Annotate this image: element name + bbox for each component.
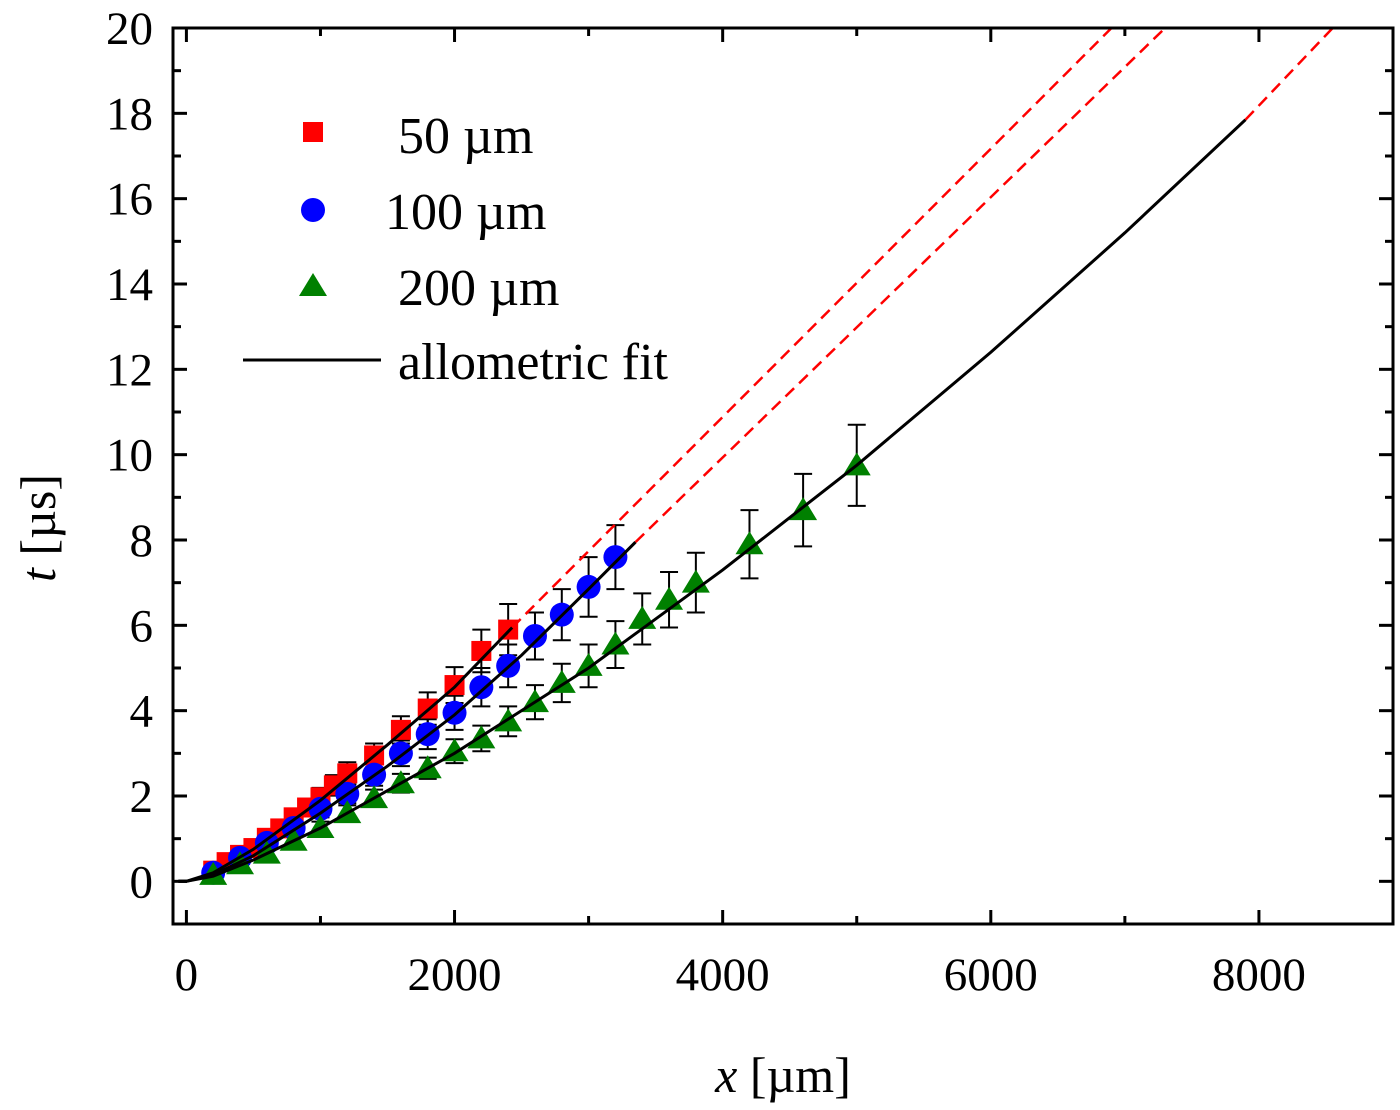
x-tick-label: 6000 (944, 949, 1038, 1001)
legend-label-50um: 50 µm (398, 108, 533, 165)
y-tick-label: 14 (106, 259, 153, 311)
data-point-square (337, 763, 358, 784)
legend-marker-circle (301, 198, 325, 222)
plot-area (178, 27, 1334, 885)
data-point-triangle (628, 605, 657, 629)
fit-extrapolation-dashed (511, 27, 1113, 629)
data-point-circle (603, 545, 628, 570)
y-tick-label: 2 (130, 771, 154, 823)
y-tick-label: 16 (106, 174, 153, 226)
plot-frame (171, 26, 1395, 926)
data-point-triangle (574, 652, 603, 676)
fit-line (178, 541, 637, 883)
y-tick-label: 10 (106, 430, 153, 482)
data-point-triangle (547, 669, 576, 693)
data-point-circle (522, 624, 547, 648)
data-point-triangle (735, 531, 764, 555)
fit-extrapolation-dashed (1244, 27, 1334, 121)
legend-marker-square (303, 122, 323, 142)
legend-label-fit: allometric fit (398, 334, 669, 391)
x-tick-label: 2000 (408, 949, 502, 1001)
data-point-circle (308, 796, 333, 821)
data-point-circle (469, 675, 494, 700)
fit-extrapolation-dashed (634, 27, 1166, 543)
data-point-triangle (681, 569, 710, 593)
legend-label-200um: 200 µm (398, 260, 559, 317)
data-point-square (390, 719, 411, 740)
data-point-triangle (440, 738, 469, 762)
data-point-triangle (655, 586, 684, 610)
legend-label-100um: 100 µm (385, 184, 546, 241)
y-tick-label: 18 (106, 88, 153, 140)
y-tick-label: 20 (106, 3, 153, 55)
y-tick-label: 0 (130, 856, 154, 908)
axis-ticks: 0 2000 4000 6000 8000 0 2 4 6 8 10 12 14 16 18 20 (106, 3, 1395, 1001)
x-tick-label: 4000 (676, 949, 770, 1001)
data-point-triangle (601, 631, 630, 655)
x-axis-title: x [µm] (714, 1047, 851, 1103)
y-tick-label: 4 (130, 686, 154, 738)
fit-line (178, 118, 1247, 883)
y-tick-label: 6 (130, 600, 154, 652)
y-tick-label: 8 (130, 515, 154, 567)
legend: 50 µm 100 µm 200 µm allometric fit (243, 108, 669, 391)
legend-marker-triangle (299, 273, 327, 296)
y-tick-label: 12 (106, 344, 153, 396)
y-axis-title: t [µs] (10, 474, 66, 582)
x-tick-label: 0 (175, 949, 199, 1001)
x-tick-label: 8000 (1212, 949, 1306, 1001)
